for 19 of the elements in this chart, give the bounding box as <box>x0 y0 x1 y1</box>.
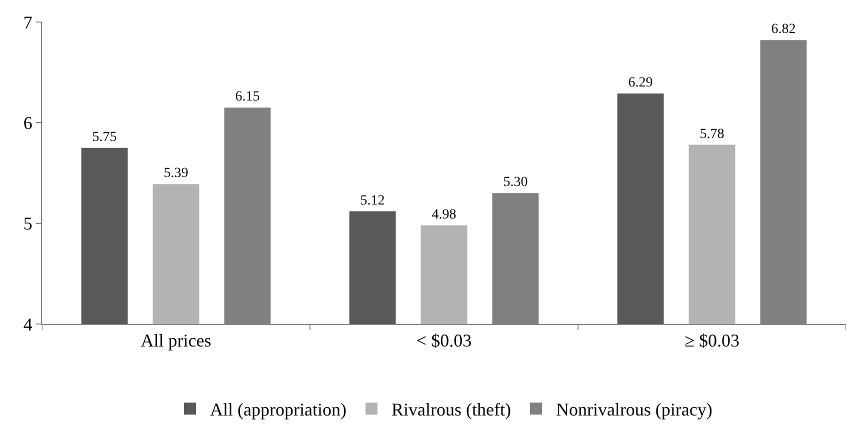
y-tick-label: 7 <box>23 12 32 32</box>
legend-label: Rivalrous (theft) <box>391 400 511 420</box>
y-tick-label: 4 <box>23 314 32 334</box>
y-tick-label: 5 <box>23 214 32 234</box>
legend-label: Nonrivalrous (piracy) <box>556 400 712 420</box>
data-label: 4.98 <box>432 207 456 222</box>
data-label: 5.39 <box>164 166 188 182</box>
data-label: 6.15 <box>235 90 260 105</box>
x-tick-label: All prices <box>140 330 212 351</box>
data-label: 6.29 <box>628 75 653 90</box>
data-label: 5.78 <box>700 126 724 142</box>
data-label: 5.12 <box>360 193 385 208</box>
data-label: 5.30 <box>503 175 528 190</box>
x-tick-label: < $0.03 <box>416 330 472 351</box>
legend-label: All (appropriation) <box>210 400 346 420</box>
y-tick-label: 6 <box>23 112 32 133</box>
data-label: 5.75 <box>92 130 117 145</box>
data-label: 6.82 <box>771 22 796 38</box>
x-tick-label: ≥ $0.03 <box>684 330 740 351</box>
